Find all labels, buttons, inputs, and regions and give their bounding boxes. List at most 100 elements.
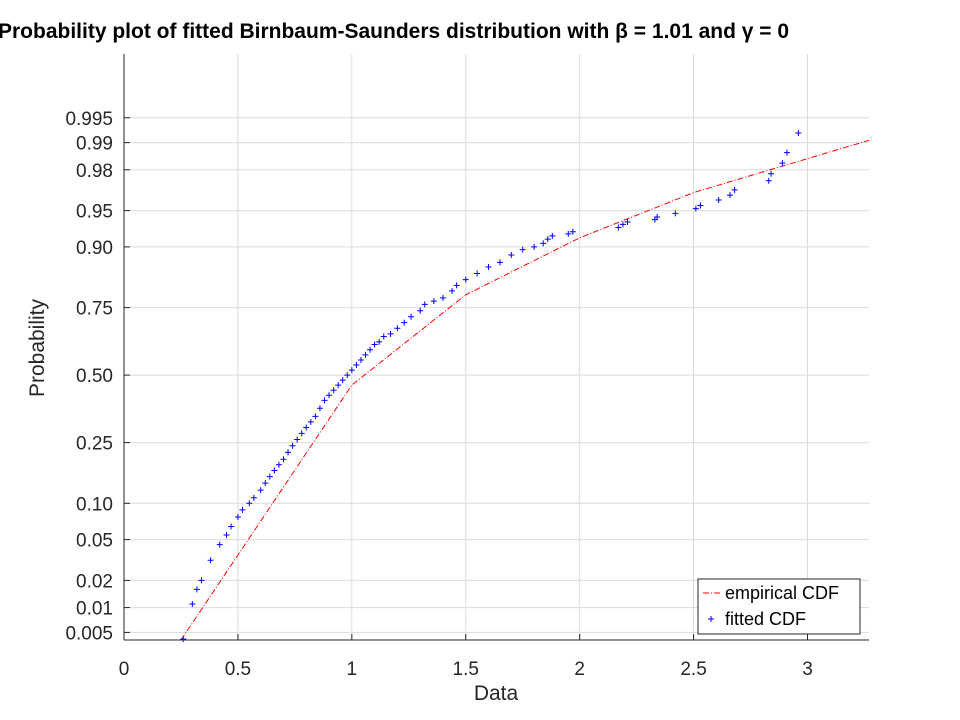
fitted-cdf-point [439,294,446,301]
legend-fitted-label: fitted CDF [725,609,806,629]
fitted-cdf-point [508,251,515,258]
fitted-cdf-point [715,197,722,204]
fitted-cdf-point [266,473,273,480]
fitted-cdf-point [624,219,631,226]
y-tick-label: 0.10 [76,494,113,515]
fitted-cdf-point [348,367,355,374]
fitted-cdf-point [569,228,576,235]
fitted-cdf-point [228,523,235,530]
fitted-cdf-point [307,418,314,425]
fitted-cdf-point [654,214,661,221]
fitted-cdf-point [321,397,328,404]
fitted-cdf-point [335,382,342,389]
fitted-cdf-point [417,307,424,314]
y-tick-label: 0.98 [76,161,113,182]
y-tick-label: 0.01 [76,599,113,620]
fitted-cdf-point [449,287,456,294]
x-tick-label: 1.5 [453,659,479,680]
y-tick-labels: 0.005 0.01 0.02 0.05 0.10 0.25 0.50 0.75 0.90 0.9… [65,109,113,645]
y-tick-label: 0.50 [76,366,113,387]
fitted-cdf-point [330,387,337,394]
fitted-cdf-point [401,319,408,326]
fitted-cdf-point [246,500,253,507]
empirical-cdf-path [180,139,870,641]
fitted-cdf-point [262,480,269,487]
fitted-cdf-point [250,494,257,501]
fitted-cdf-point [207,557,214,564]
fitted-cdf-point [765,177,772,184]
fitted-cdf-point [275,461,282,468]
fitted-cdf-point [216,541,223,548]
y-axis-label: Probability [26,298,49,397]
fitted-cdf-point [565,230,572,237]
fitted-cdf-point [430,298,437,305]
fitted-cdf-point [496,259,503,266]
fitted-cdf-point [193,586,200,593]
y-tick-label: 0.90 [76,238,113,259]
fitted-cdf-point [672,210,679,217]
fitted-cdf-point [540,240,547,247]
y-tick-label: 0.75 [76,299,113,320]
fitted-cdf-point [189,600,196,607]
x-tick-label: 0.5 [225,659,251,680]
fitted-cdf-point [474,270,481,277]
x-tick-labels: 0 0.5 1 1.5 2 2.5 3 [119,659,813,680]
x-tick-label: 2 [574,659,585,680]
empirical-cdf-line [180,139,870,641]
fitted-cdf-point [387,330,394,337]
fitted-cdf-point [271,467,278,474]
x-axis-label: Data [474,682,519,705]
x-tick-label: 1 [347,659,358,680]
fitted-cdf-point [280,456,287,463]
fitted-cdf-point [353,362,360,369]
axes [123,54,869,641]
fitted-cdf-point [371,341,378,348]
legend-fitted-swatch [708,616,714,622]
x-tick-label: 2.5 [680,659,706,680]
chart-title: Probability plot of fitted Birnbaum-Saun… [0,20,789,43]
legend-box [697,578,861,635]
fitted-cdf-point [285,449,292,456]
fitted-cdf-point [376,338,383,345]
fitted-cdf-point [531,243,538,250]
fitted-cdf-point [180,636,187,643]
fitted-cdf-point [462,276,469,283]
fitted-cdf-point [239,506,246,513]
fitted-cdf-point [519,246,526,253]
fitted-cdf-point [298,430,305,437]
fitted-cdf-point [615,224,622,231]
legend-empirical-label: empirical CDF [725,583,839,603]
y-tick-label: 0.995 [65,109,113,130]
y-tick-label: 0.005 [65,623,113,644]
fitted-cdf-point [234,514,241,521]
fitted-cdf-point [294,436,301,443]
fitted-cdf-markers [180,130,802,643]
fitted-cdf-point [544,236,551,243]
x-tick-label: 3 [802,659,813,680]
fitted-cdf-point [549,232,556,239]
fitted-cdf-point [312,413,319,420]
fitted-cdf-point [316,405,323,412]
y-tick-label: 0.25 [76,434,113,455]
fitted-cdf-point [421,301,428,308]
fitted-cdf-point [795,130,802,137]
fitted-cdf-point [223,531,230,538]
fitted-cdf-point [362,351,369,358]
y-tick-label: 0.99 [76,134,113,155]
fitted-cdf-point [408,313,415,320]
x-tick-label: 0 [119,659,130,680]
fitted-cdf-point [257,487,264,494]
fitted-cdf-point [367,346,374,353]
fitted-cdf-point [394,325,401,332]
fitted-cdf-point [692,205,699,212]
fitted-cdf-point [727,192,734,199]
legend: empirical CDF fitted CDF [697,578,861,635]
fitted-cdf-point [697,202,704,209]
fitted-cdf-point [357,356,364,363]
y-tick-label: 0.02 [76,571,113,592]
fitted-cdf-point [380,333,387,340]
fitted-cdf-point [783,149,790,156]
fitted-cdf-point [339,377,346,384]
y-tick-label: 0.95 [76,202,113,223]
